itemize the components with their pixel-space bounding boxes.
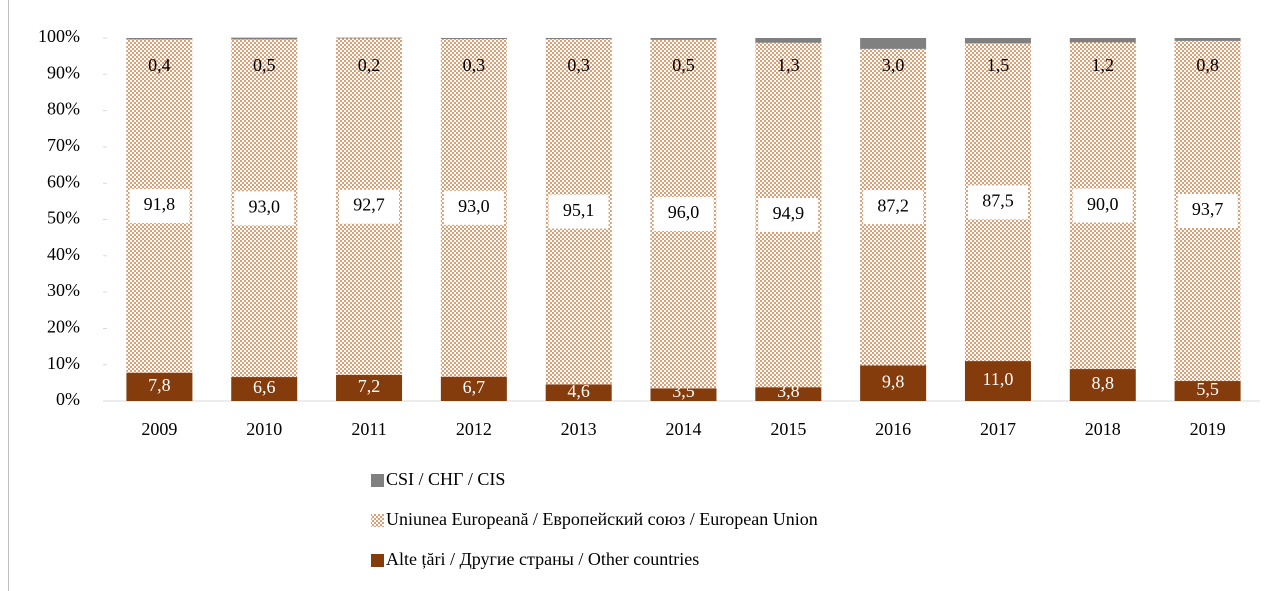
data-label: 87,2: [877, 195, 909, 215]
y-tick-label: 30%: [47, 280, 80, 300]
data-label: 4,6: [567, 381, 590, 401]
label-box: [1072, 188, 1133, 223]
bar-segment: [231, 377, 298, 401]
data-label: 6,6: [253, 377, 276, 397]
data-label: 1,2: [1092, 55, 1115, 75]
x-tick-label: 2016: [875, 419, 911, 439]
y-tick-label: 60%: [47, 171, 80, 191]
x-tick-label: 2011: [351, 419, 386, 439]
bar-segment: [650, 38, 717, 40]
bar-segment: [1069, 38, 1136, 43]
data-label: 1,3: [777, 55, 800, 75]
legend-label: Alte țări / Другие страны / Other countr…: [386, 549, 699, 569]
y-tick-label: 0%: [56, 389, 80, 409]
bar-segment: [545, 38, 612, 40]
label-box: [758, 197, 819, 232]
data-label: 95,1: [563, 200, 595, 220]
label-box: [967, 185, 1028, 220]
y-tick-label: 80%: [47, 99, 80, 119]
bar-segment: [440, 376, 507, 401]
legend-swatch: [371, 554, 384, 567]
bar-segment: [964, 38, 1031, 44]
label-box: [129, 189, 190, 224]
bar-segment: [336, 37, 403, 39]
data-label: 1,5: [987, 55, 1010, 75]
bar-segment: [1174, 38, 1241, 41]
y-tick-label: 20%: [47, 317, 80, 337]
data-label: 96,0: [668, 202, 700, 222]
data-label: 94,9: [773, 203, 805, 223]
bar-segment: [440, 38, 507, 40]
data-label: 5,5: [1196, 379, 1219, 399]
y-tick-label: 100%: [38, 26, 80, 46]
legend-swatch: [371, 474, 384, 487]
bar-segment: [126, 372, 193, 401]
x-tick-label: 2018: [1085, 419, 1121, 439]
bar-segment: [860, 38, 927, 49]
data-label: 0,3: [463, 55, 486, 75]
x-tick-label: 2009: [141, 419, 177, 439]
label-box: [1177, 193, 1238, 228]
x-tick-label: 2015: [770, 419, 806, 439]
bar-segment: [755, 38, 822, 43]
bar-segment: [860, 365, 927, 401]
data-label: 0,4: [148, 55, 171, 75]
bar-segment: [1069, 369, 1136, 401]
y-tick-label: 50%: [47, 208, 80, 228]
bar-segment: [336, 374, 403, 401]
data-label: 3,0: [882, 55, 905, 75]
bar-segment: [126, 38, 193, 40]
label-box: [339, 189, 400, 224]
legend-label: Uniunea Europeană / Европейский союз / E…: [386, 509, 818, 529]
label-box: [234, 191, 295, 226]
data-label: 0,5: [672, 55, 695, 75]
bar-segment: [231, 37, 298, 40]
label-box: [548, 194, 609, 229]
data-label: 11,0: [983, 369, 1014, 389]
y-tick-label: 10%: [47, 353, 80, 373]
data-label: 93,7: [1192, 199, 1224, 219]
y-tick-label: 90%: [47, 62, 80, 82]
y-tick-label: 40%: [47, 244, 80, 264]
label-box: [443, 190, 504, 225]
data-label: 0,5: [253, 55, 276, 75]
x-tick-label: 2019: [1190, 419, 1226, 439]
bar-segment: [755, 387, 822, 401]
data-label: 9,8: [882, 371, 905, 391]
bar-segment: [650, 388, 717, 401]
bar-segment: [545, 384, 612, 401]
data-label: 92,7: [353, 195, 385, 215]
y-tick-label: 70%: [47, 135, 80, 155]
label-box: [653, 197, 714, 232]
data-label: 0,8: [1196, 55, 1219, 75]
legend-label: CSI / СНГ / CIS: [386, 469, 505, 489]
data-label: 93,0: [458, 196, 490, 216]
data-label: 93,0: [248, 196, 280, 216]
bar-segment: [1174, 381, 1241, 401]
x-tick-label: 2014: [666, 419, 702, 439]
data-label: 90,0: [1087, 194, 1119, 214]
bar-segment: [964, 361, 1031, 401]
legend-swatch: [371, 514, 384, 527]
data-label: 8,8: [1092, 373, 1115, 393]
x-tick-label: 2012: [456, 419, 492, 439]
x-tick-label: 2013: [561, 419, 597, 439]
data-label: 87,5: [982, 190, 1014, 210]
data-label: 7,8: [148, 375, 171, 395]
data-label: 91,8: [144, 194, 176, 214]
data-label: 7,2: [358, 376, 381, 396]
data-label: 6,7: [463, 377, 486, 397]
data-label: 0,3: [567, 55, 590, 75]
label-box: [863, 190, 924, 225]
data-label: 0,2: [358, 55, 381, 75]
x-tick-label: 2017: [980, 419, 1016, 439]
x-tick-label: 2010: [246, 419, 282, 439]
